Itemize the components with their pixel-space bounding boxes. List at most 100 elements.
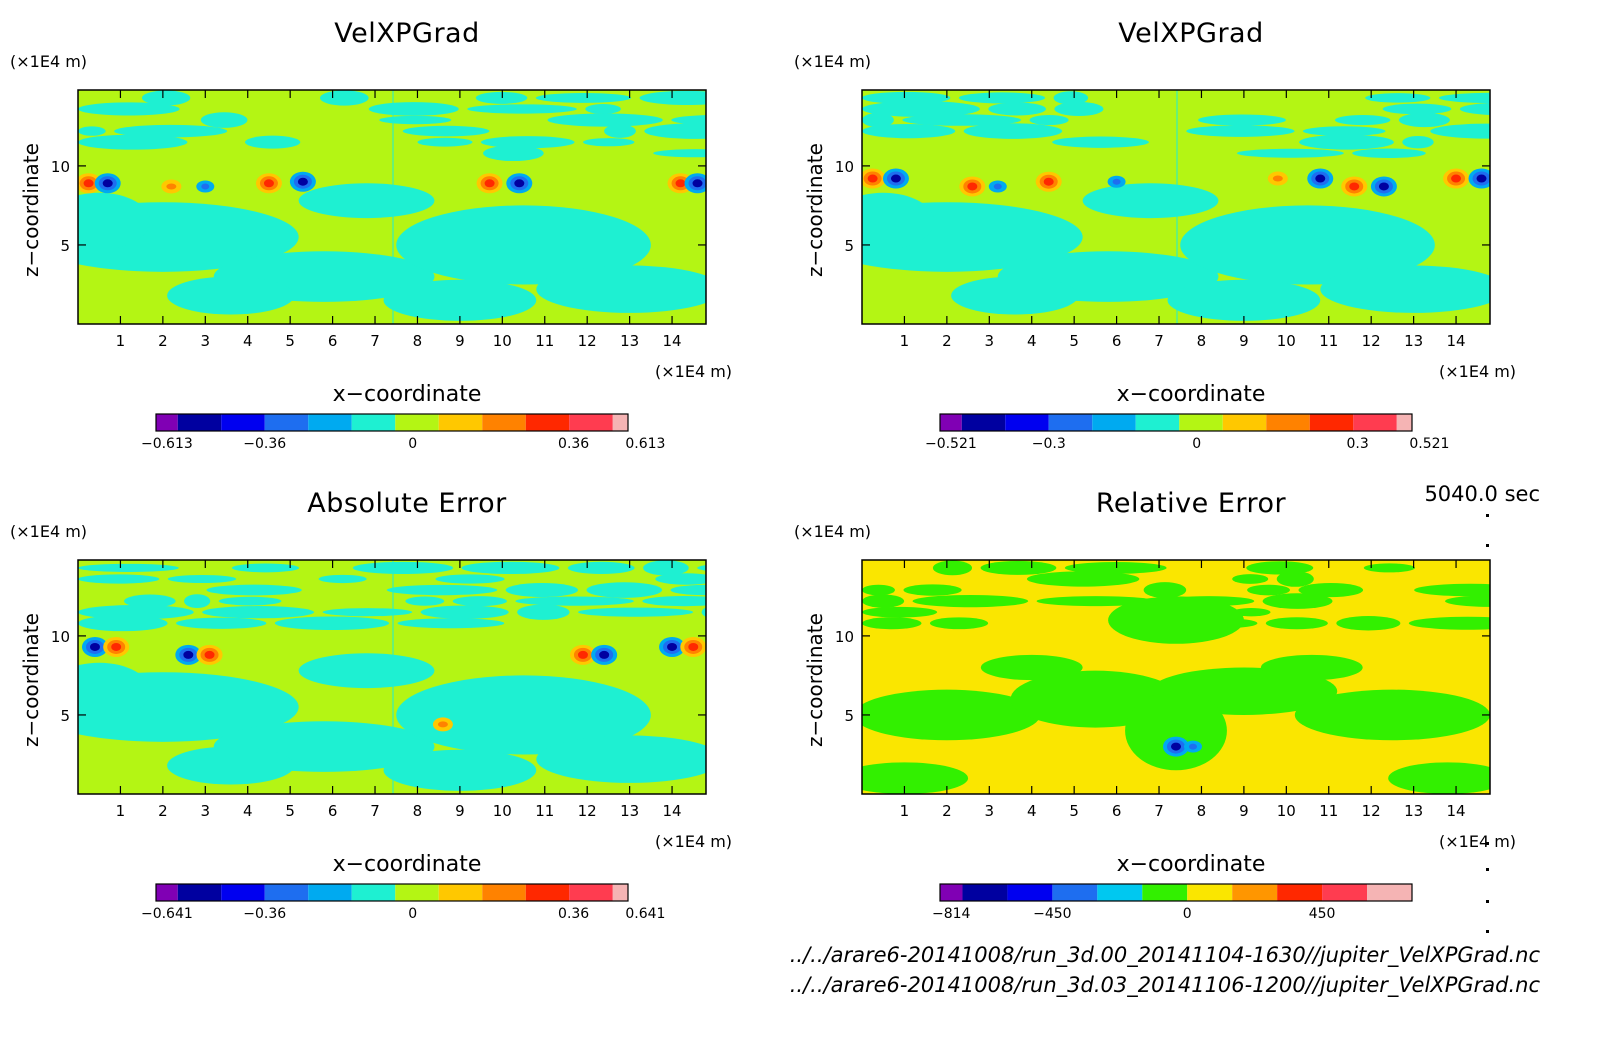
heatmap-patch <box>167 746 295 785</box>
decor-dot <box>1486 514 1489 517</box>
source-file-2: ../../arare6-20141008/run_3d.03_20141106… <box>789 973 1540 997</box>
x-tick-label: 9 <box>455 802 465 820</box>
heatmap-band <box>1265 617 1328 630</box>
heatmap-patch <box>78 662 151 720</box>
heatmap-patch <box>298 653 435 689</box>
heatmap-band <box>644 123 706 139</box>
colorbar-tick-label: 0.36 <box>558 906 589 922</box>
x-tick-label: 14 <box>1447 802 1466 820</box>
colorbar-segment <box>1353 414 1397 431</box>
heatmap-band <box>1143 582 1187 598</box>
heatmap-patch <box>862 689 1041 741</box>
colorbar-segment <box>569 414 613 431</box>
colorbar-segment <box>221 414 265 431</box>
z-unit-label: (×1E4 m) <box>794 52 872 71</box>
heatmap-band <box>862 112 894 128</box>
x-tick-label: 6 <box>1112 802 1122 820</box>
x-axis-label: x−coordinate <box>332 852 482 877</box>
x-tick-label: 14 <box>663 332 682 350</box>
heatmap-band <box>320 90 369 106</box>
colorbar-segment <box>177 884 222 901</box>
x-tick-label: 8 <box>1197 802 1207 820</box>
heatmap-feature <box>688 642 699 651</box>
colorbar-segment <box>482 884 526 901</box>
heatmap-band <box>1026 571 1140 587</box>
x-tick-label: 6 <box>328 802 338 820</box>
heatmap-band <box>585 104 621 114</box>
chart-title: VelXPGrad <box>1118 18 1264 49</box>
heatmap-band <box>405 596 445 606</box>
x-tick-label: 8 <box>1197 332 1207 350</box>
plot-frame <box>77 89 707 325</box>
heatmap-band <box>184 594 211 609</box>
heatmap-band <box>1299 134 1394 150</box>
heatmap-patch <box>951 276 1079 315</box>
heatmap-feature <box>599 650 610 659</box>
heatmap-band <box>1382 103 1452 115</box>
heatmap-patch <box>298 183 435 219</box>
heatmap-feature <box>297 177 308 186</box>
heatmap-field <box>78 90 706 324</box>
heatmap-band <box>604 124 636 138</box>
heatmap-band <box>958 92 1046 104</box>
heatmap-band <box>505 583 579 598</box>
heatmap-field <box>862 90 1490 324</box>
heatmap-patch <box>1294 689 1490 741</box>
x-tick-label: 3 <box>201 802 211 820</box>
x-tick-label: 2 <box>158 332 168 350</box>
x-tick-label: 1 <box>116 332 126 350</box>
x-tick-label: 11 <box>1319 332 1338 350</box>
colorbar-tick-label: −0.521 <box>925 436 977 452</box>
heatmap-patch <box>862 192 935 250</box>
x-tick-label: 14 <box>1447 332 1466 350</box>
colorbar-segment <box>221 884 265 901</box>
colorbar-segment <box>395 414 439 431</box>
colorbar-tick-label: 0.3 <box>1346 436 1368 452</box>
colorbar-tick-label: −0.613 <box>141 436 193 452</box>
heatmap-band <box>141 90 191 106</box>
heatmap-band <box>1052 136 1149 148</box>
colorbar-segment <box>1005 414 1049 431</box>
x-unit-label: (×1E4 m) <box>655 832 733 851</box>
heatmap-seam <box>392 560 394 794</box>
colorbar-frame <box>155 883 629 902</box>
heatmap-band <box>583 138 635 147</box>
heatmap-band <box>653 149 706 158</box>
heatmap-band <box>1398 112 1450 128</box>
x-tick-label: 12 <box>578 332 597 350</box>
heatmap-band <box>697 565 706 571</box>
heatmap-band <box>78 126 106 136</box>
heatmap-band <box>1247 584 1291 596</box>
x-tick-label: 3 <box>985 802 995 820</box>
x-tick-label: 2 <box>942 802 952 820</box>
x-tick-label: 8 <box>413 332 423 350</box>
heatmap-band <box>929 617 989 630</box>
heatmap-band <box>1414 583 1490 597</box>
heatmap-band <box>231 563 300 573</box>
colorbar-segment <box>612 884 628 901</box>
heatmap-feature <box>967 182 978 191</box>
heatmap-feature <box>204 650 215 659</box>
heatmap-band <box>1198 114 1286 126</box>
heatmap-feature <box>437 721 448 728</box>
heatmap-patch <box>383 749 537 791</box>
heatmap-feature <box>201 183 210 190</box>
heatmap-band <box>78 563 179 572</box>
heatmap-patch <box>1320 265 1490 313</box>
heatmap-field <box>862 560 1490 794</box>
colorbar-segment <box>1048 414 1093 431</box>
x-tick-label: 9 <box>1239 802 1249 820</box>
x-tick-label: 3 <box>201 332 211 350</box>
plot-frame <box>861 559 1491 795</box>
heatmap-patch <box>536 735 706 783</box>
x-tick-label: 7 <box>370 332 380 350</box>
colorbar-frame <box>939 883 1413 902</box>
colorbar-segment <box>438 414 483 431</box>
heatmap-field <box>78 560 706 794</box>
colorbar-segment <box>1135 414 1180 431</box>
heatmap-band <box>218 596 282 606</box>
colorbar-segment <box>569 884 613 901</box>
colorbar-tick-label: 0.521 <box>1409 436 1449 452</box>
x-tick-label: 2 <box>158 802 168 820</box>
